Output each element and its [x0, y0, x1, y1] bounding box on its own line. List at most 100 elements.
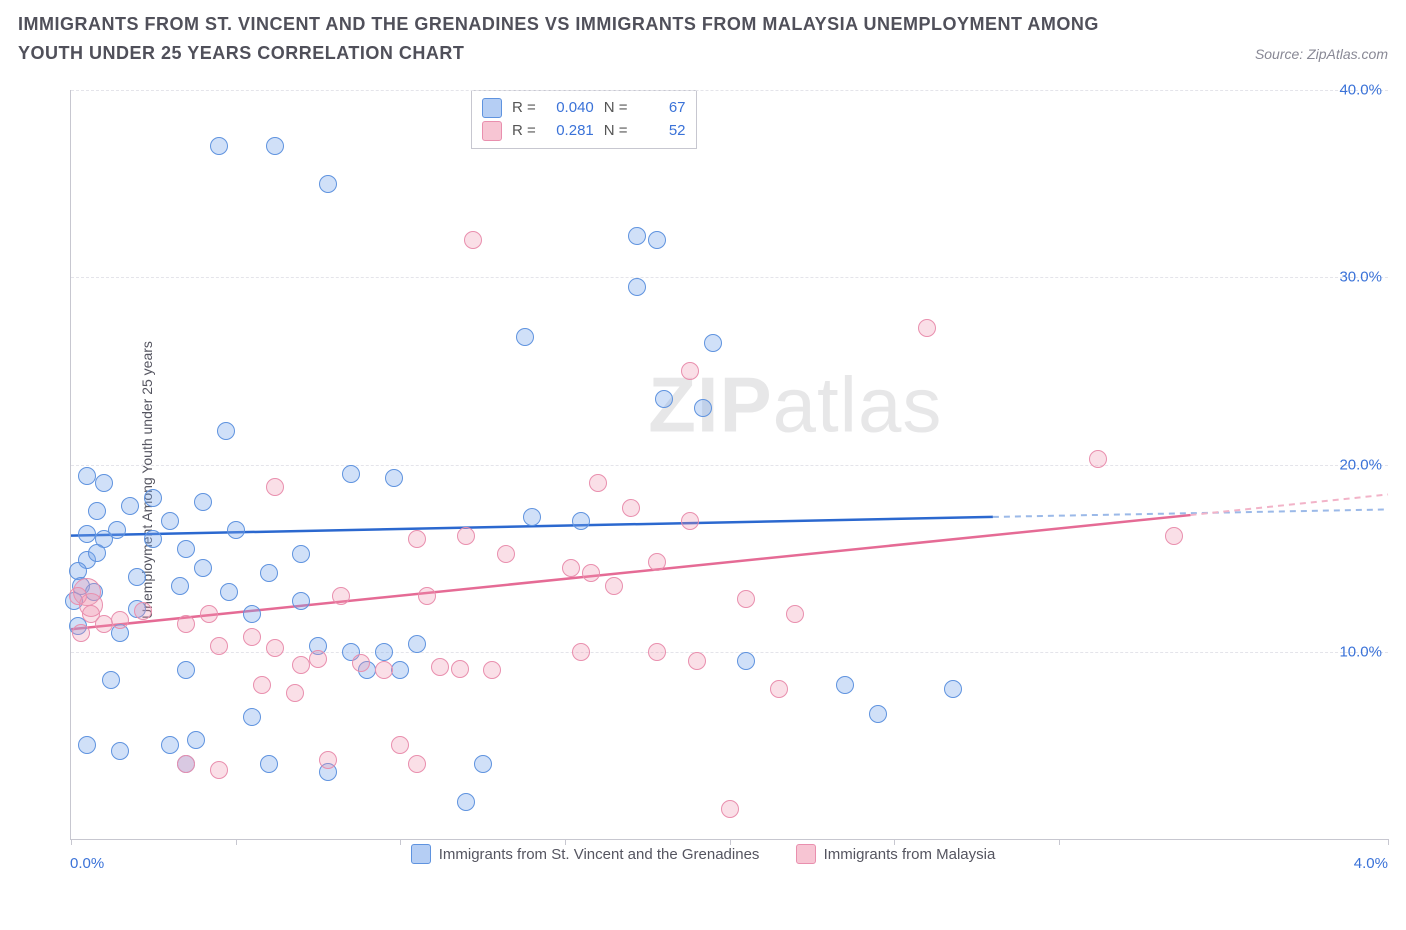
data-point	[194, 493, 212, 511]
data-point	[217, 422, 235, 440]
data-point	[352, 654, 370, 672]
swatch-icon	[411, 844, 431, 864]
swatch-icon	[482, 98, 502, 118]
data-point	[78, 736, 96, 754]
data-point	[78, 525, 96, 543]
data-point	[474, 755, 492, 773]
data-point	[737, 590, 755, 608]
data-point	[243, 708, 261, 726]
data-point	[177, 661, 195, 679]
legend-item: Immigrants from St. Vincent and the Gren…	[411, 844, 760, 864]
data-point	[95, 474, 113, 492]
data-point	[260, 564, 278, 582]
data-point	[144, 489, 162, 507]
data-point	[589, 474, 607, 492]
data-point	[572, 512, 590, 530]
data-point	[319, 175, 337, 193]
data-point	[260, 755, 278, 773]
chart-header: IMMIGRANTS FROM ST. VINCENT AND THE GREN…	[0, 0, 1406, 74]
data-point	[391, 736, 409, 754]
data-point	[457, 793, 475, 811]
data-point	[144, 530, 162, 548]
data-point	[292, 656, 310, 674]
data-point	[319, 751, 337, 769]
data-point	[1089, 450, 1107, 468]
data-point	[464, 231, 482, 249]
legend-item: Immigrants from Malaysia	[796, 844, 996, 864]
data-point	[582, 564, 600, 582]
data-point	[737, 652, 755, 670]
swatch-icon	[796, 844, 816, 864]
gridline	[71, 277, 1388, 278]
source-citation: Source: ZipAtlas.com	[1255, 46, 1388, 68]
data-point	[243, 628, 261, 646]
data-point	[605, 577, 623, 595]
data-point	[451, 660, 469, 678]
data-point	[944, 680, 962, 698]
data-point	[210, 137, 228, 155]
data-point	[1165, 527, 1183, 545]
data-point	[108, 521, 126, 539]
data-point	[292, 592, 310, 610]
data-point	[121, 497, 139, 515]
data-point	[681, 362, 699, 380]
data-point	[375, 643, 393, 661]
data-point	[375, 661, 393, 679]
data-point	[82, 605, 100, 623]
data-point	[622, 499, 640, 517]
data-point	[562, 559, 580, 577]
data-point	[69, 587, 87, 605]
data-point	[134, 602, 152, 620]
y-tick-label: 10.0%	[1339, 643, 1382, 660]
data-point	[177, 615, 195, 633]
data-point	[292, 545, 310, 563]
data-point	[111, 742, 129, 760]
data-point	[161, 736, 179, 754]
data-point	[266, 639, 284, 657]
y-tick-label: 30.0%	[1339, 269, 1382, 286]
gridline	[71, 90, 1388, 91]
data-point	[648, 643, 666, 661]
data-point	[253, 676, 271, 694]
data-point	[694, 399, 712, 417]
data-point	[836, 676, 854, 694]
data-point	[786, 605, 804, 623]
data-point	[111, 611, 129, 629]
data-point	[770, 680, 788, 698]
plot-area: ZIPatlas R = 0.040 N = 67 R = 0.281 N = …	[70, 90, 1388, 840]
data-point	[721, 800, 739, 818]
data-point	[431, 658, 449, 676]
data-point	[88, 502, 106, 520]
series-legend: Immigrants from St. Vincent and the Gren…	[18, 844, 1388, 868]
chart-title: IMMIGRANTS FROM ST. VINCENT AND THE GREN…	[18, 10, 1118, 68]
legend-row: R = 0.040 N = 67	[482, 97, 686, 120]
data-point	[869, 705, 887, 723]
data-point	[177, 540, 195, 558]
data-point	[681, 512, 699, 530]
data-point	[655, 390, 673, 408]
data-point	[177, 755, 195, 773]
data-point	[227, 521, 245, 539]
data-point	[266, 478, 284, 496]
correlation-legend: R = 0.040 N = 67 R = 0.281 N = 52	[471, 90, 697, 149]
data-point	[286, 684, 304, 702]
data-point	[688, 652, 706, 670]
data-point	[523, 508, 541, 526]
x-tick-mark	[1388, 839, 1389, 845]
chart-container: Unemployment Among Youth under 25 years …	[18, 90, 1388, 870]
swatch-icon	[482, 121, 502, 141]
data-point	[408, 755, 426, 773]
data-point	[648, 231, 666, 249]
data-point	[171, 577, 189, 595]
data-point	[72, 624, 90, 642]
data-point	[332, 587, 350, 605]
data-point	[220, 583, 238, 601]
data-point	[408, 530, 426, 548]
legend-row: R = 0.281 N = 52	[482, 120, 686, 143]
data-point	[309, 650, 327, 668]
data-point	[210, 761, 228, 779]
y-tick-label: 20.0%	[1339, 456, 1382, 473]
data-point	[210, 637, 228, 655]
data-point	[200, 605, 218, 623]
data-point	[342, 465, 360, 483]
